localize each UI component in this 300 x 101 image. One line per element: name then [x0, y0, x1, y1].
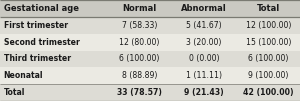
Bar [0, 0, 108, 17]
Text: 15 (100.00): 15 (100.00) [246, 38, 291, 47]
Text: Neonatal: Neonatal [4, 71, 43, 80]
Text: Third trimester: Third trimester [4, 54, 71, 63]
Text: 6 (100.00): 6 (100.00) [248, 54, 289, 63]
Text: 33 (78.57): 33 (78.57) [117, 88, 162, 97]
Text: Total: Total [257, 4, 280, 13]
Bar [0, 84, 300, 101]
Text: 12 (80.00): 12 (80.00) [119, 38, 160, 47]
Bar [171, 0, 237, 17]
Text: 5 (41.67): 5 (41.67) [186, 21, 222, 30]
Text: 7 (58.33): 7 (58.33) [122, 21, 157, 30]
Text: First trimester: First trimester [4, 21, 68, 30]
Text: Second trimester: Second trimester [4, 38, 80, 47]
Bar [0, 67, 300, 84]
Text: Total: Total [4, 88, 25, 97]
Text: 1 (11.11): 1 (11.11) [186, 71, 222, 80]
Bar [0, 50, 300, 67]
Text: Gestational age: Gestational age [4, 4, 79, 13]
Text: 9 (100.00): 9 (100.00) [248, 71, 289, 80]
Bar [237, 0, 300, 17]
Bar [0, 34, 300, 50]
Text: 9 (21.43): 9 (21.43) [184, 88, 224, 97]
Text: Normal: Normal [122, 4, 157, 13]
Text: 6 (100.00): 6 (100.00) [119, 54, 160, 63]
Text: 0 (0.00): 0 (0.00) [189, 54, 219, 63]
Bar [0, 17, 300, 34]
Text: 12 (100.00): 12 (100.00) [246, 21, 291, 30]
Text: 3 (20.00): 3 (20.00) [186, 38, 222, 47]
Bar [108, 0, 171, 17]
Text: Abnormal: Abnormal [181, 4, 227, 13]
Text: 8 (88.89): 8 (88.89) [122, 71, 157, 80]
Text: 42 (100.00): 42 (100.00) [243, 88, 294, 97]
